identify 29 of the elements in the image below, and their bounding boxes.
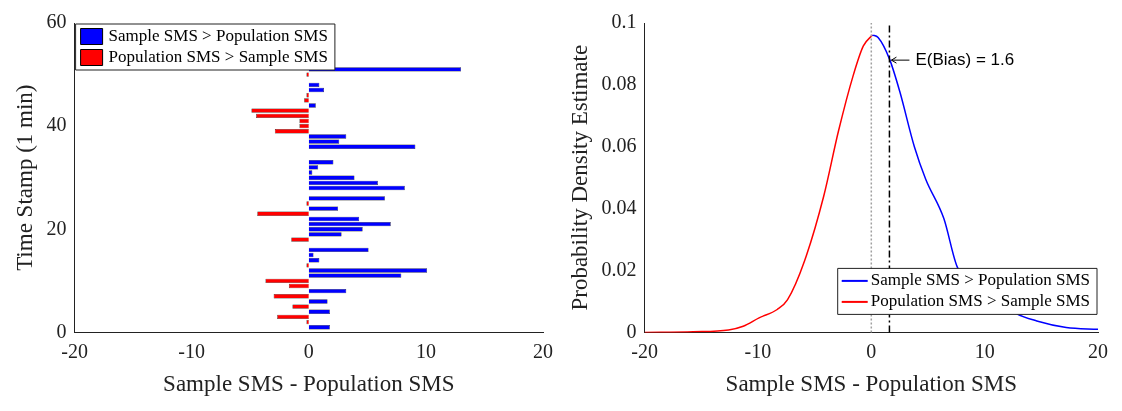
x-tick-label: 0 [303,339,314,362]
x-tick-label: -10 [744,339,772,362]
y-axis-title: Time Stamp (1 min) [11,84,37,271]
x-tick-label: -20 [631,339,658,362]
y-tick-label: 20 [46,216,67,239]
x-tick-label: -10 [178,339,206,362]
y-tick-label: 0 [626,319,637,342]
legend-label: Population SMS > Sample SMS [108,46,328,66]
x-tick-label: -20 [61,339,88,362]
y-tick-label: 60 [46,10,67,33]
y-tick-label: 0.04 [601,195,637,218]
y-tick-label: 0.02 [601,257,637,280]
x-tick-label: 10 [415,339,436,362]
x-tick-label: 20 [533,339,553,362]
legend-label: Sample SMS > Population SMS [870,270,1091,290]
x-tick-label: 20 [1088,339,1108,362]
y-tick-label: 0.1 [611,10,637,33]
x-tick-label: 0 [866,339,877,362]
y-tick-label: 40 [46,113,67,136]
x-tick-label: 10 [974,339,995,362]
annotation: E(Bias) = 1.6 [915,49,1015,69]
y-tick-label: 0.06 [601,134,637,157]
y-axis-title: Probability Density Estimate [566,44,592,311]
legend-label: Population SMS > Sample SMS [870,291,1091,311]
y-tick-label: 0 [56,319,67,342]
y-tick-label: 0.08 [601,72,637,95]
legend-label: Sample SMS > Population SMS [108,25,328,45]
x-axis-title: Sample SMS - Population SMS [725,371,1017,397]
x-axis-title: Sample SMS - Population SMS [163,371,455,397]
